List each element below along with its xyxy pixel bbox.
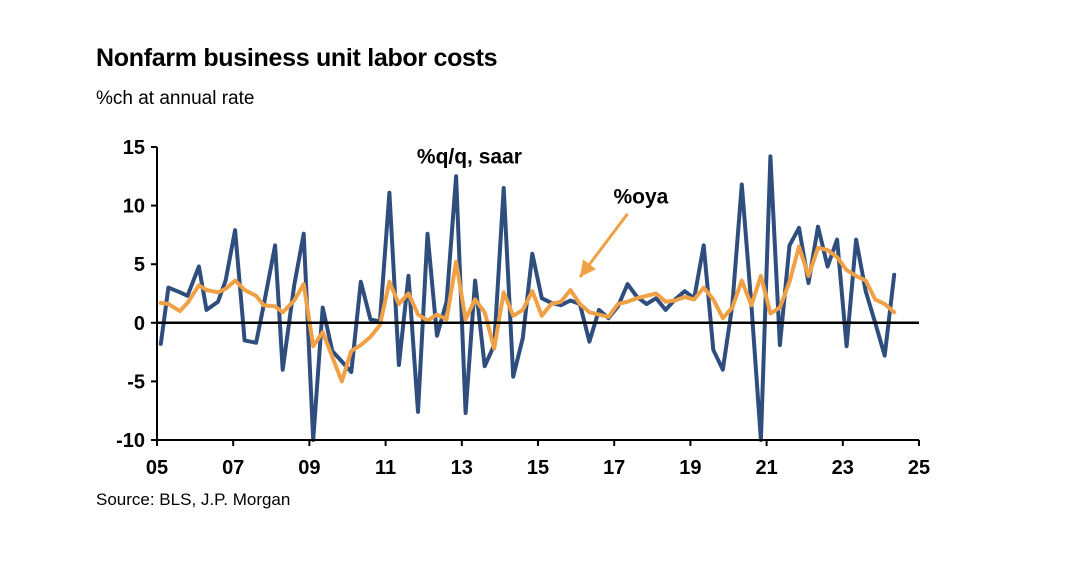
y-tick-label: 0 [134,313,145,335]
y-tick-label: 10 [123,196,145,218]
series-layer [158,154,897,442]
x-tick-label: 07 [222,457,244,479]
x-tick-label: 19 [679,457,701,479]
x-tick-label: 25 [908,457,930,479]
annotation-label: %q/q, saar [417,145,522,168]
x-tick-label: 15 [527,457,549,479]
y-tick-label: -5 [127,371,145,393]
x-tick-label: 13 [451,457,473,479]
series-line-qq-saar [158,154,897,442]
x-tick-label: 23 [832,457,854,479]
series-line-oya [158,244,897,384]
annotation-layer: %q/q, saar %oya [417,145,669,278]
chart-subtitle: %ch at annual rate [96,88,255,109]
x-tick-label: 05 [146,457,168,479]
chart-title: Nonfarm business unit labor costs [96,44,498,72]
x-tick-label: 11 [375,457,396,479]
x-tick-label: 21 [755,457,777,479]
source-note: Source: BLS, J.P. Morgan [96,490,291,509]
annotation-label: %oya [613,185,668,208]
x-tick-label: 09 [298,457,320,479]
oya-arrow-head [579,259,596,278]
y-tick-label: 15 [123,137,145,159]
y-tick-label: 5 [134,254,145,276]
y-tick-label: -10 [116,430,145,452]
x-tick-label: 17 [603,457,625,479]
